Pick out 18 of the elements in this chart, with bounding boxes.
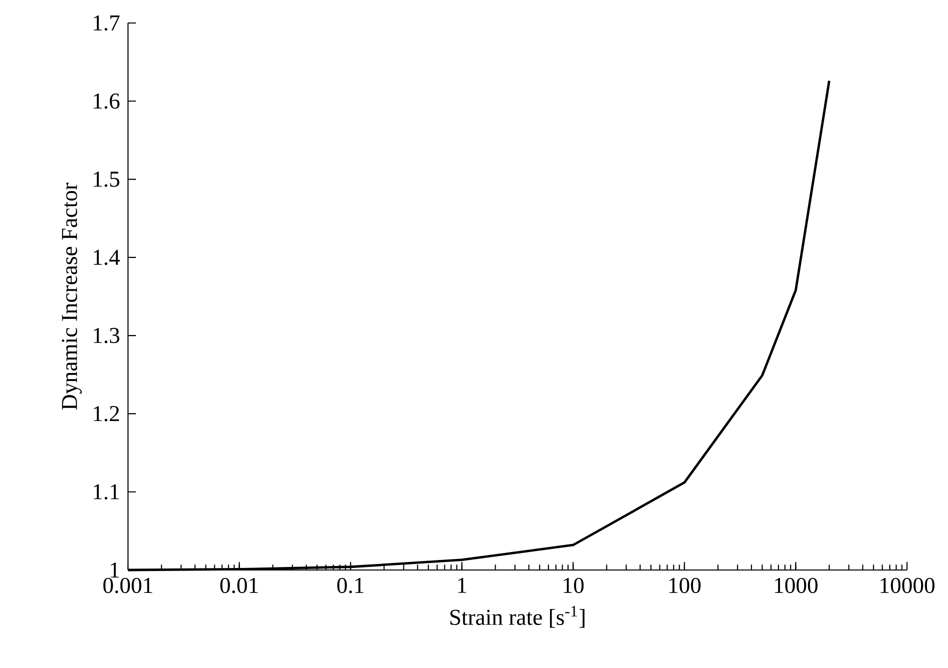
y-tick-label: 1.4 (94, 250, 120, 266)
y-tick-label: 1 (110, 562, 119, 578)
x-axis-title: Strain rate [s$^{-1}$] (450, 606, 584, 628)
x-tick-label: 0.001 (103, 578, 152, 594)
x-tick-label: 10 (564, 578, 584, 594)
y-tick-label: 1.2 (94, 406, 119, 422)
y-tick-label: 1.7 (94, 15, 120, 31)
x-tick-label: 1000 (775, 578, 818, 594)
y-tick-label: 1.5 (94, 172, 120, 187)
x-tick-label: 0.1 (337, 578, 364, 594)
y-tick-label: 1.1 (94, 484, 119, 500)
x-tick-label: 100 (669, 578, 701, 594)
x-tick-label: 0.01 (220, 578, 258, 594)
x-tick-label: 1 (458, 578, 466, 593)
y-tick-label: 1.3 (94, 328, 120, 344)
x-tick-label: 10000 (880, 578, 934, 594)
y-axis-title: Dynamic Increase Factor (62, 182, 82, 410)
y-tick-label: 1.6 (94, 93, 120, 109)
